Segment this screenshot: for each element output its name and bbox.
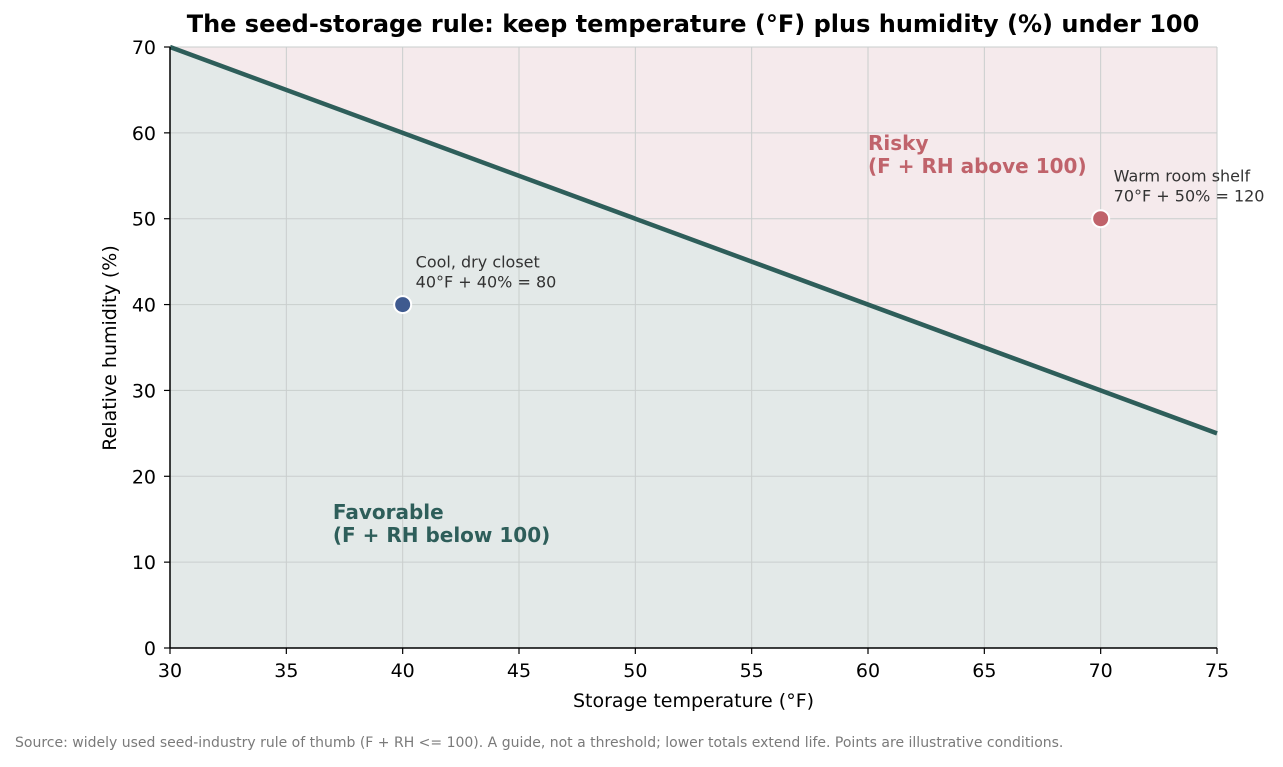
- y-axis-label: Relative humidity (%): [99, 245, 121, 450]
- data-points: Cool, dry closet 40°F + 40% = 80 Warm room…: [393, 167, 1265, 315]
- y-tick-label: 40: [132, 295, 156, 317]
- y-tick-label: 20: [132, 466, 156, 488]
- x-tick-label: 65: [972, 660, 996, 682]
- x-tick-label: 30: [158, 660, 182, 682]
- x-axis-label: Storage temperature (°F): [573, 690, 814, 712]
- x-tick-label: 60: [856, 660, 880, 682]
- y-tick-label: 70: [132, 37, 156, 59]
- region-label-below: Favorable (F + RH below 100): [333, 500, 550, 547]
- y-tick-label: 30: [132, 380, 156, 402]
- region-label-line: (F + RH below 100): [333, 523, 550, 547]
- grid-lines: [169, 46, 1218, 649]
- source-footnote: Source: widely used seed-industry rule o…: [15, 735, 1064, 751]
- y-tick-label: 0: [144, 638, 156, 660]
- y-tick-label: 10: [132, 552, 156, 574]
- region-fill-below: [170, 47, 1217, 648]
- x-tick-label: 70: [1089, 660, 1113, 682]
- data-point: [1091, 209, 1111, 229]
- threshold-line-group: [169, 44, 1218, 436]
- point-annotation: Cool, dry closet 40°F + 40% = 80: [416, 253, 557, 292]
- region-fills: [170, 47, 1217, 648]
- x-tick-label: 55: [740, 660, 764, 682]
- point-annotation-line: Cool, dry closet: [416, 253, 540, 272]
- y-tick-label: 50: [132, 209, 156, 231]
- point-annotation-line: Warm room shelf: [1114, 167, 1251, 186]
- region-label-line: (F + RH above 100): [868, 154, 1087, 178]
- region-labels: Favorable (F + RH below 100)Risky (F + RH …: [333, 131, 1087, 547]
- x-tick-label: 45: [507, 660, 531, 682]
- x-tick-label: 75: [1205, 660, 1229, 682]
- axes: [164, 46, 1218, 654]
- data-point: [393, 295, 413, 315]
- x-tick-label: 35: [274, 660, 298, 682]
- y-tick-label: 60: [132, 123, 156, 145]
- x-tick-label: 40: [391, 660, 415, 682]
- chart-title: The seed-storage rule: keep temperature …: [186, 10, 1200, 38]
- point-annotation: Warm room shelf 70°F + 50% = 120: [1114, 167, 1265, 206]
- region-label-line: Risky: [868, 131, 929, 155]
- point-annotation-line: 70°F + 50% = 120: [1114, 187, 1265, 206]
- region-label-line: Favorable: [333, 500, 444, 524]
- threshold-line: [169, 44, 1218, 436]
- point-annotation-line: 40°F + 40% = 80: [416, 273, 557, 292]
- region-label-above: Risky (F + RH above 100): [868, 131, 1087, 178]
- tick-labels: 30 35 40 45 50 55 60 65 70 75 0 10 20 30 40 50 60 70: [132, 37, 1229, 682]
- x-tick-label: 50: [623, 660, 647, 682]
